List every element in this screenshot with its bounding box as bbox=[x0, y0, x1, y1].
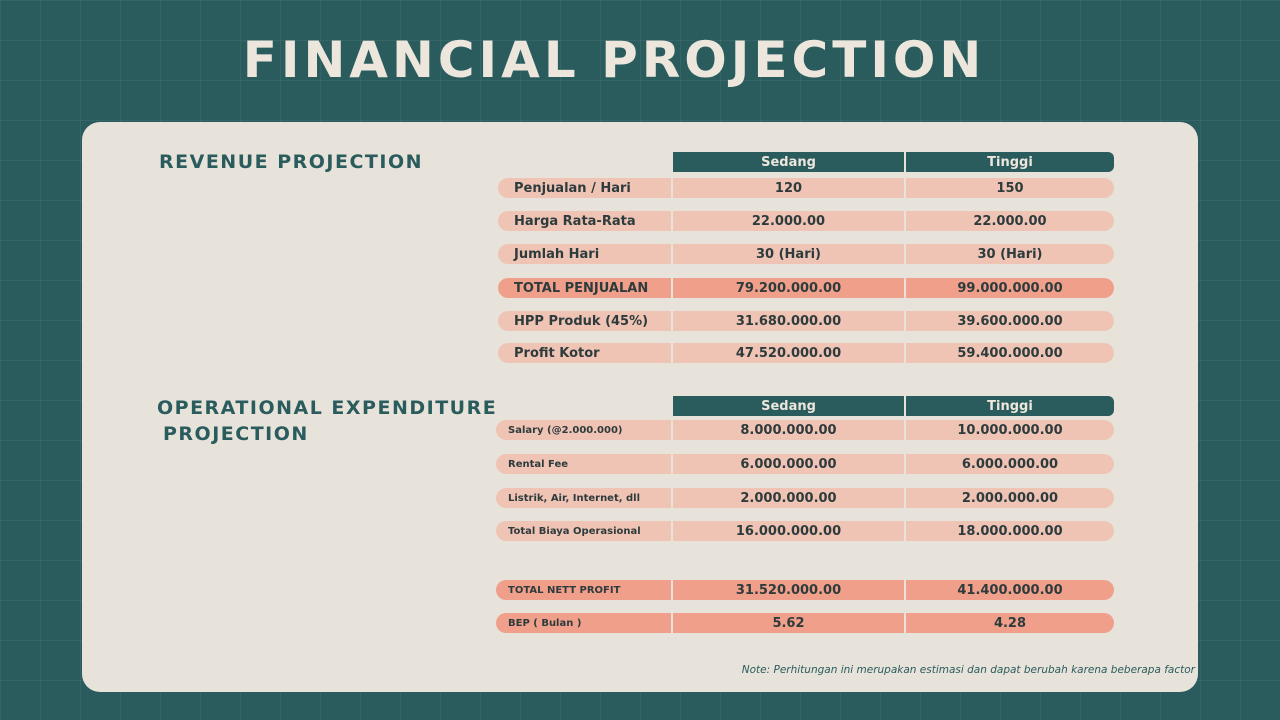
value-sedang: 16.000.000.00 bbox=[673, 521, 904, 541]
value-sedang: 6.000.000.00 bbox=[673, 454, 904, 474]
row-label: Harga Rata-Rata bbox=[498, 211, 671, 231]
row-label: Salary (@2.000.000) bbox=[496, 420, 671, 440]
row-label: Profit Kotor bbox=[498, 343, 671, 363]
revenue-section-title: REVENUE PROJECTION bbox=[159, 151, 423, 173]
column-header-tinggi: Tinggi bbox=[906, 396, 1114, 416]
value-tinggi: 22.000.00 bbox=[906, 211, 1114, 231]
value-tinggi: 150 bbox=[906, 178, 1114, 198]
value-tinggi: 2.000.000.00 bbox=[906, 488, 1114, 508]
value-sedang: 120 bbox=[673, 178, 904, 198]
value-tinggi: 39.600.000.00 bbox=[906, 311, 1114, 331]
row-label: BEP ( Bulan ) bbox=[496, 613, 671, 633]
column-header-sedang: Sedang bbox=[673, 396, 904, 416]
value-tinggi: 10.000.000.00 bbox=[906, 420, 1114, 440]
value-tinggi: 6.000.000.00 bbox=[906, 454, 1114, 474]
row-label: Penjualan / Hari bbox=[498, 178, 671, 198]
value-sedang: 31.520.000.00 bbox=[673, 580, 904, 600]
value-tinggi: 4.28 bbox=[906, 613, 1114, 633]
value-sedang: 47.520.000.00 bbox=[673, 343, 904, 363]
value-sedang: 31.680.000.00 bbox=[673, 311, 904, 331]
row-label: Total Biaya Operasional bbox=[496, 521, 671, 541]
column-header-sedang: Sedang bbox=[673, 152, 904, 172]
row-label: Rental Fee bbox=[496, 454, 671, 474]
row-label: TOTAL NETT PROFIT bbox=[496, 580, 671, 600]
value-tinggi: 99.000.000.00 bbox=[906, 278, 1114, 298]
row-label: Jumlah Hari bbox=[498, 244, 671, 264]
page-title: FINANCIAL PROJECTION bbox=[242, 31, 986, 89]
row-label: TOTAL PENJUALAN bbox=[498, 278, 671, 298]
opex-section-title-line1: OPERATIONAL EXPENDITURE bbox=[157, 397, 498, 419]
value-sedang: 2.000.000.00 bbox=[673, 488, 904, 508]
value-tinggi: 30 (Hari) bbox=[906, 244, 1114, 264]
value-tinggi: 41.400.000.00 bbox=[906, 580, 1114, 600]
column-header-tinggi: Tinggi bbox=[906, 152, 1114, 172]
value-tinggi: 18.000.000.00 bbox=[906, 521, 1114, 541]
row-label: Listrik, Air, Internet, dll bbox=[496, 488, 671, 508]
value-sedang: 79.200.000.00 bbox=[673, 278, 904, 298]
opex-section-title-line2: PROJECTION bbox=[163, 423, 309, 445]
value-sedang: 22.000.00 bbox=[673, 211, 904, 231]
row-label: HPP Produk (45%) bbox=[498, 311, 671, 331]
estimation-note: Note: Perhitungan ini merupakan estimasi… bbox=[741, 664, 1195, 676]
value-sedang: 30 (Hari) bbox=[673, 244, 904, 264]
value-tinggi: 59.400.000.00 bbox=[906, 343, 1114, 363]
value-sedang: 8.000.000.00 bbox=[673, 420, 904, 440]
value-sedang: 5.62 bbox=[673, 613, 904, 633]
